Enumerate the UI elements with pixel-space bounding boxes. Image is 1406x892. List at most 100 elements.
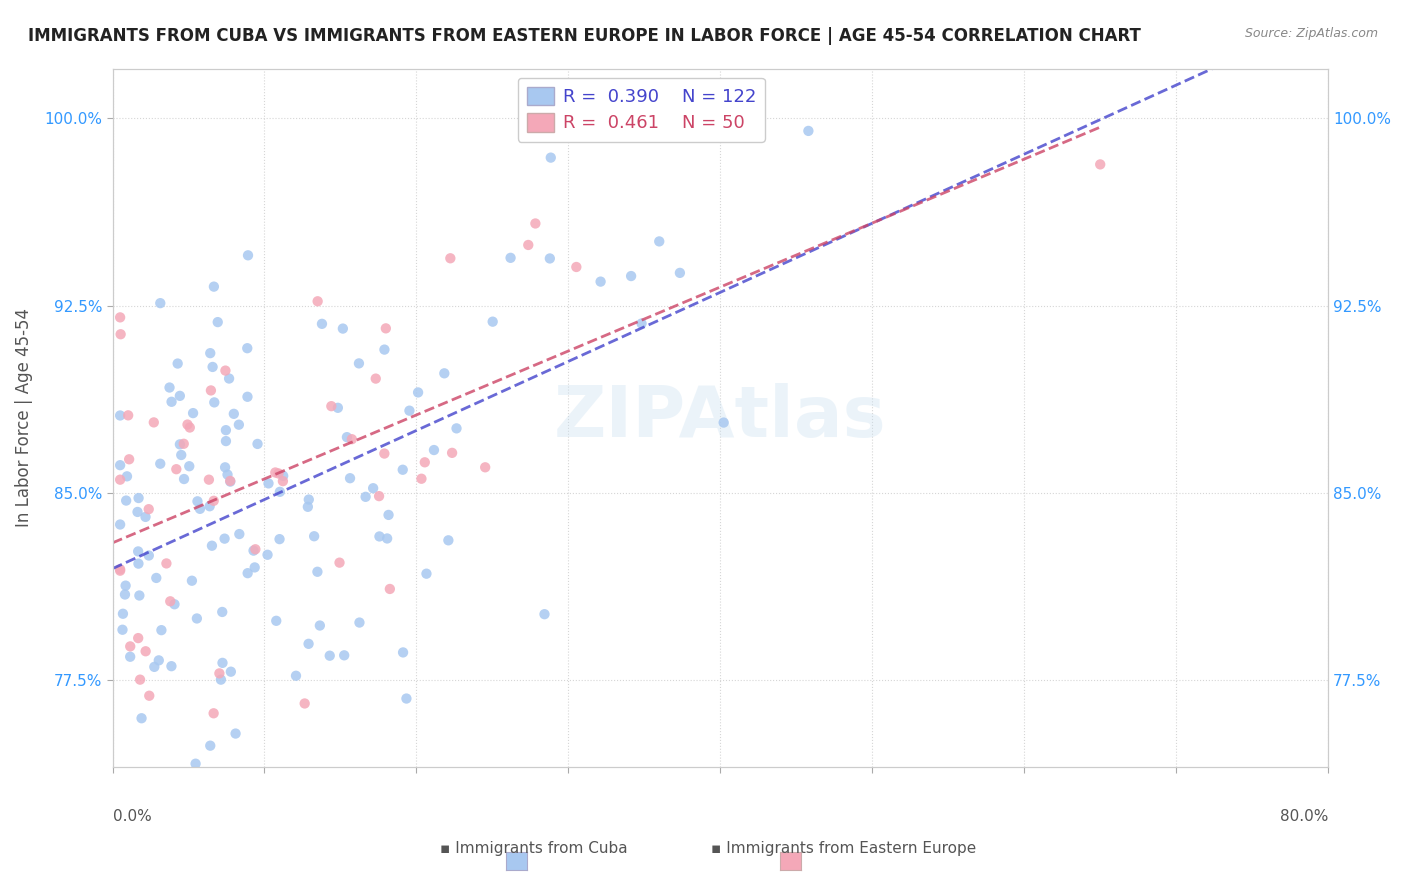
Point (108, 473, 131, 487)
Point (245, 542, 267, 557)
Point (143, 660, 166, 674)
Point (127, 557, 149, 571)
Point (302, 529, 325, 543)
Point (211, 656, 233, 670)
Point (406, 385, 429, 400)
Point (446, 421, 468, 435)
Point (209, 673, 232, 687)
Point (201, 359, 224, 374)
Point (236, 341, 259, 355)
Point (236, 566, 259, 581)
Point (411, 472, 433, 486)
Point (201, 539, 224, 553)
Point (173, 472, 195, 486)
Point (398, 403, 420, 417)
Point (373, 343, 395, 357)
Point (115, 493, 138, 508)
Point (307, 565, 329, 579)
Point (524, 217, 547, 231)
Point (392, 645, 415, 659)
Point (395, 691, 418, 706)
Point (347, 356, 370, 370)
Point (326, 401, 349, 415)
Point (269, 532, 291, 546)
Point (713, 416, 735, 430)
Point (228, 527, 250, 541)
Point (375, 532, 398, 546)
Text: 0.0%: 0.0% (112, 809, 152, 824)
Point (115, 469, 138, 483)
Point (294, 697, 316, 711)
Point (354, 490, 377, 504)
Text: ▪ Immigrants from Cuba: ▪ Immigrants from Cuba (440, 841, 628, 856)
Point (166, 357, 188, 371)
Point (114, 587, 136, 601)
Point (423, 443, 446, 458)
Point (364, 371, 387, 385)
Point (307, 294, 329, 309)
Legend: R =  0.390    N = 122, R =  0.461    N = 50: R = 0.390 N = 122, R = 0.461 N = 50 (517, 78, 765, 142)
Point (612, 124, 634, 138)
Point (169, 389, 191, 403)
Point (214, 460, 236, 475)
Point (131, 711, 153, 725)
Point (110, 327, 132, 342)
Point (207, 315, 229, 329)
Point (378, 582, 401, 596)
Point (540, 151, 562, 165)
Point (264, 466, 287, 480)
Point (361, 481, 384, 495)
Point (285, 669, 308, 683)
Point (228, 417, 250, 432)
Point (181, 406, 204, 420)
Point (120, 640, 142, 654)
Point (208, 666, 231, 681)
Point (108, 564, 131, 578)
Point (149, 457, 172, 471)
Point (1090, 157, 1112, 171)
Point (332, 321, 354, 335)
Point (264, 614, 287, 628)
Point (202, 706, 225, 721)
Point (349, 615, 371, 630)
Point (219, 475, 242, 489)
Point (108, 409, 131, 423)
Point (215, 423, 238, 437)
Point (441, 446, 464, 460)
Point (200, 346, 222, 360)
Point (669, 266, 692, 280)
Point (377, 508, 399, 522)
Point (797, 124, 820, 138)
Point (108, 772, 131, 787)
Point (630, 317, 652, 331)
Point (214, 363, 236, 377)
Point (242, 543, 264, 558)
Point (246, 437, 269, 451)
Point (155, 557, 177, 571)
Point (138, 502, 160, 516)
Point (186, 494, 208, 508)
Point (117, 409, 139, 423)
Point (267, 467, 290, 481)
Point (111, 623, 134, 637)
Point (176, 417, 198, 432)
Point (169, 437, 191, 451)
Point (225, 726, 247, 740)
Point (311, 317, 333, 331)
Point (321, 399, 343, 413)
Point (589, 275, 612, 289)
Point (200, 384, 222, 398)
Point (222, 407, 245, 421)
Point (620, 268, 643, 283)
Point (127, 631, 149, 645)
Point (437, 533, 460, 548)
Point (243, 560, 266, 574)
Point (257, 476, 280, 491)
Point (413, 455, 436, 469)
Text: Source: ZipAtlas.com: Source: ZipAtlas.com (1244, 27, 1378, 40)
Point (391, 463, 413, 477)
Point (138, 689, 160, 703)
Point (368, 529, 391, 543)
Point (336, 430, 359, 444)
Point (217, 467, 239, 482)
